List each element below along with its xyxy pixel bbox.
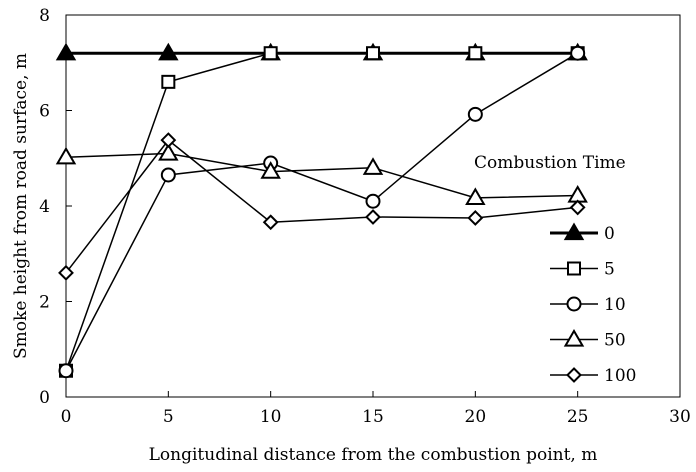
marker-triangle	[563, 329, 585, 347]
legend-label: 0	[604, 224, 615, 244]
x-tick-label: 5	[163, 407, 174, 427]
marker-diamond	[566, 367, 582, 383]
series-0	[55, 42, 588, 61]
marker-square	[567, 261, 581, 276]
legend-item-50: 50	[550, 329, 626, 351]
series-50	[55, 142, 588, 206]
marker-circle	[160, 167, 176, 183]
legend: 0 5 10 50 100	[550, 222, 636, 386]
series-100	[58, 132, 586, 281]
legend-item-0: 0	[550, 222, 615, 244]
marker-triangle-filled	[55, 42, 77, 61]
legend-label: 50	[604, 331, 626, 351]
legend-title: Combustion Time	[474, 153, 626, 173]
series-line	[65, 139, 578, 274]
marker-diamond	[467, 210, 484, 226]
marker-diamond	[58, 264, 74, 281]
y-tick-label: 0	[39, 388, 50, 408]
x-tick-label: 20	[465, 407, 487, 427]
marker-triangle	[55, 146, 77, 165]
x-tick-label: 25	[567, 407, 589, 427]
marker-diamond	[569, 199, 586, 216]
legend-label: 100	[604, 366, 636, 386]
marker-diamond	[365, 209, 381, 225]
axis-ticks: 0 5 10 15 20 25 30 0 2 4 6 8	[39, 6, 691, 427]
legend-label: 10	[604, 295, 626, 315]
marker-triangle	[260, 161, 281, 179]
marker-diamond	[262, 214, 279, 231]
marker-triangle	[362, 157, 384, 175]
y-tick-label: 8	[39, 6, 50, 26]
marker-triangle	[465, 187, 486, 206]
marker-square	[161, 74, 176, 89]
series-10	[58, 45, 586, 379]
x-tick-label: 30	[669, 407, 691, 427]
marker-square	[366, 46, 380, 61]
marker-circle	[365, 193, 381, 209]
marker-triangle-filled	[563, 222, 585, 241]
marker-triangle	[158, 142, 179, 161]
x-tick-label: 15	[362, 407, 384, 427]
marker-square	[263, 46, 278, 61]
x-tick-label: 0	[61, 407, 72, 427]
legend-item-100: 100	[550, 366, 636, 386]
legend-item-10: 10	[550, 295, 626, 315]
marker-circle	[570, 45, 586, 61]
marker-square	[468, 46, 483, 61]
y-tick-label: 4	[39, 197, 50, 217]
series-line	[65, 52, 578, 371]
y-axis-label: Smoke height from road surface, m	[11, 53, 31, 359]
marker-circle	[566, 296, 582, 312]
marker-diamond	[160, 132, 177, 149]
series-line	[65, 152, 578, 199]
marker-triangle	[567, 185, 588, 203]
marker-triangle-filled	[158, 42, 179, 61]
legend-label: 5	[604, 260, 615, 280]
x-tick-label: 10	[260, 407, 282, 427]
y-tick-label: 2	[39, 293, 50, 313]
marker-circle	[467, 106, 483, 122]
series-layer	[55, 42, 588, 379]
series-line	[65, 52, 579, 372]
x-axis-label: Longitudinal distance from the combustio…	[149, 445, 598, 465]
marker-circle	[58, 363, 74, 379]
legend-item-5: 5	[550, 260, 615, 280]
y-tick-label: 6	[39, 102, 50, 122]
